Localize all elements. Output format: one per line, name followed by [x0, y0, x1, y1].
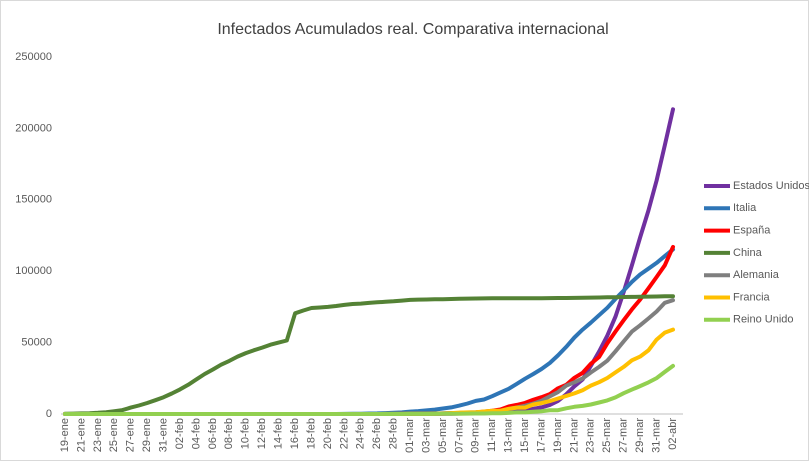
- x-tick-label: 17-mar: [535, 418, 547, 453]
- y-tick-label: 250000: [15, 51, 52, 63]
- legend-label: Alemania: [733, 269, 780, 281]
- x-tick-label: 29-ene: [141, 418, 153, 452]
- x-tick-label: 21-ene: [75, 418, 87, 452]
- x-tick-label: 19-mar: [552, 418, 564, 453]
- chart-title: Infectados Acumulados real. Comparativa …: [217, 21, 608, 38]
- x-tick-label: 21-mar: [568, 418, 580, 453]
- series-line: [63, 363, 675, 416]
- x-tick-label: 23-mar: [585, 418, 597, 453]
- x-tick-label: 23-ene: [92, 418, 104, 452]
- x-tick-label: 27-mar: [618, 418, 630, 453]
- y-tick-label: 150000: [15, 194, 52, 206]
- x-tick-label: 15-mar: [519, 418, 531, 453]
- x-tick-label: 02-feb: [174, 418, 186, 449]
- x-tick-label: 31-mar: [650, 418, 662, 453]
- series-line: [63, 294, 675, 416]
- legend-label: Reino Unido: [733, 314, 794, 326]
- x-tick-label: 01-mar: [404, 418, 416, 453]
- x-tick-label: 04-feb: [190, 418, 202, 449]
- x-tick-label: 25-mar: [601, 418, 613, 453]
- x-tick-label: 07-mar: [453, 418, 465, 453]
- x-tick-label: 22-feb: [338, 418, 350, 449]
- legend-label: Italia: [733, 202, 757, 214]
- y-tick-label: 100000: [15, 265, 52, 277]
- x-tick-label: 11-mar: [486, 418, 498, 452]
- x-tick-label: 10-feb: [240, 418, 252, 449]
- x-tick-label: 26-feb: [371, 418, 383, 449]
- x-tick-label: 08-feb: [223, 418, 235, 449]
- legend-label: España: [733, 225, 771, 237]
- legend-label: Estados Unidos: [733, 180, 809, 192]
- y-tick-label: 0: [46, 408, 52, 420]
- x-tick-label: 19-ene: [59, 418, 71, 452]
- x-tick-label: 16-feb: [289, 418, 301, 449]
- legend-label: China: [733, 247, 763, 259]
- x-tick-label: 13-mar: [503, 418, 515, 453]
- x-tick-label: 14-feb: [273, 418, 285, 449]
- x-tick-label: 31-ene: [158, 418, 170, 452]
- x-tick-label: 28-feb: [388, 418, 400, 449]
- x-tick-label: 12-feb: [256, 418, 268, 449]
- y-tick-label: 200000: [15, 122, 52, 134]
- x-tick-label: 03-mar: [420, 418, 432, 453]
- x-tick-label: 29-mar: [634, 418, 646, 453]
- y-tick-label: 50000: [21, 337, 52, 349]
- x-tick-label: 05-mar: [437, 418, 449, 453]
- x-tick-label: 25-ene: [108, 418, 120, 452]
- x-tick-label: 06-feb: [207, 418, 219, 449]
- legend-label: Francia: [733, 291, 771, 303]
- x-tick-label: 02-abr: [667, 418, 679, 450]
- x-tick-label: 20-feb: [322, 418, 334, 449]
- x-tick-label: 24-feb: [355, 418, 367, 449]
- x-tick-label: 09-mar: [470, 418, 482, 453]
- x-tick-label: 27-ene: [125, 418, 137, 452]
- x-tick-label: 18-feb: [305, 418, 317, 449]
